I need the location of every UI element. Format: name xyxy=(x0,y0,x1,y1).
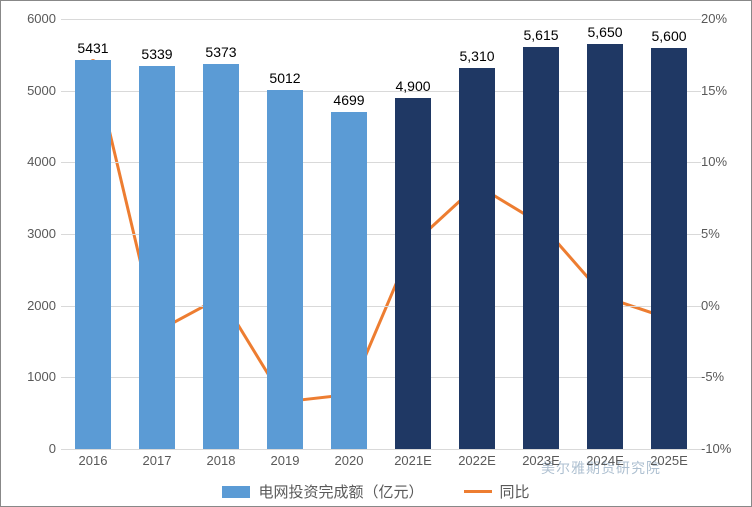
bar-value-label: 4,900 xyxy=(395,78,430,94)
bar-value-label: 5,600 xyxy=(651,28,686,44)
legend: 电网投资完成额（亿元） 同比 xyxy=(1,481,751,502)
line-path xyxy=(93,62,669,402)
gridline xyxy=(61,19,701,20)
bar-value-label: 5,650 xyxy=(587,24,622,40)
gridline xyxy=(61,449,701,450)
x-tick-label: 2016 xyxy=(79,453,108,468)
bar xyxy=(139,66,174,449)
y-right-tick-label: 10% xyxy=(701,154,746,169)
legend-label: 电网投资完成额（亿元） xyxy=(258,481,423,502)
y-left-tick-label: 1000 xyxy=(6,369,56,384)
y-right-tick-label: 5% xyxy=(701,226,746,241)
legend-item: 电网投资完成额（亿元） xyxy=(222,481,423,502)
x-tick-label: 2018 xyxy=(207,453,236,468)
y-left-tick-label: 0 xyxy=(6,441,56,456)
legend-swatch-line-icon xyxy=(464,490,492,493)
x-tick-label: 2019 xyxy=(271,453,300,468)
bar-value-label: 4699 xyxy=(333,92,364,108)
x-tick-label: 2020 xyxy=(335,453,364,468)
y-right-tick-label: 20% xyxy=(701,11,746,26)
bar-value-label: 5339 xyxy=(141,46,172,62)
bar-value-label: 5431 xyxy=(77,40,108,56)
x-tick-label: 2022E xyxy=(458,453,496,468)
y-left-tick-label: 3000 xyxy=(6,226,56,241)
bar xyxy=(523,47,558,449)
x-tick-label: 2017 xyxy=(143,453,172,468)
legend-label: 同比 xyxy=(500,481,530,502)
legend-item: 同比 xyxy=(464,481,530,502)
y-right-tick-label: 0% xyxy=(701,298,746,313)
x-tick-label: 2024E xyxy=(586,453,624,468)
bar-value-label: 5373 xyxy=(205,44,236,60)
chart-container: 5431 5339 5373 5012 4699 4,900 5,310 5,615 5,650… xyxy=(0,0,752,507)
y-right-tick-label: -10% xyxy=(701,441,746,456)
y-left-tick-label: 2000 xyxy=(6,298,56,313)
y-left-tick-label: 6000 xyxy=(6,11,56,26)
bar xyxy=(587,44,622,449)
bar xyxy=(267,90,302,449)
bar-value-label: 5012 xyxy=(269,70,300,86)
bar-value-label: 5,615 xyxy=(523,27,558,43)
bar xyxy=(75,60,110,449)
x-tick-label: 2021E xyxy=(394,453,432,468)
y-right-tick-label: -5% xyxy=(701,369,746,384)
bar xyxy=(331,112,366,449)
x-tick-label: 2023E xyxy=(522,453,560,468)
bar xyxy=(459,68,494,449)
bar xyxy=(395,98,430,449)
legend-swatch-bar-icon xyxy=(222,486,250,498)
y-left-tick-label: 5000 xyxy=(6,83,56,98)
y-right-tick-label: 15% xyxy=(701,83,746,98)
plot-area: 5431 5339 5373 5012 4699 4,900 5,310 5,615 5,650… xyxy=(61,19,701,449)
bar xyxy=(651,48,686,449)
y-left-tick-label: 4000 xyxy=(6,154,56,169)
bar xyxy=(203,64,238,449)
x-tick-label: 2025E xyxy=(650,453,688,468)
bar-value-label: 5,310 xyxy=(459,48,494,64)
